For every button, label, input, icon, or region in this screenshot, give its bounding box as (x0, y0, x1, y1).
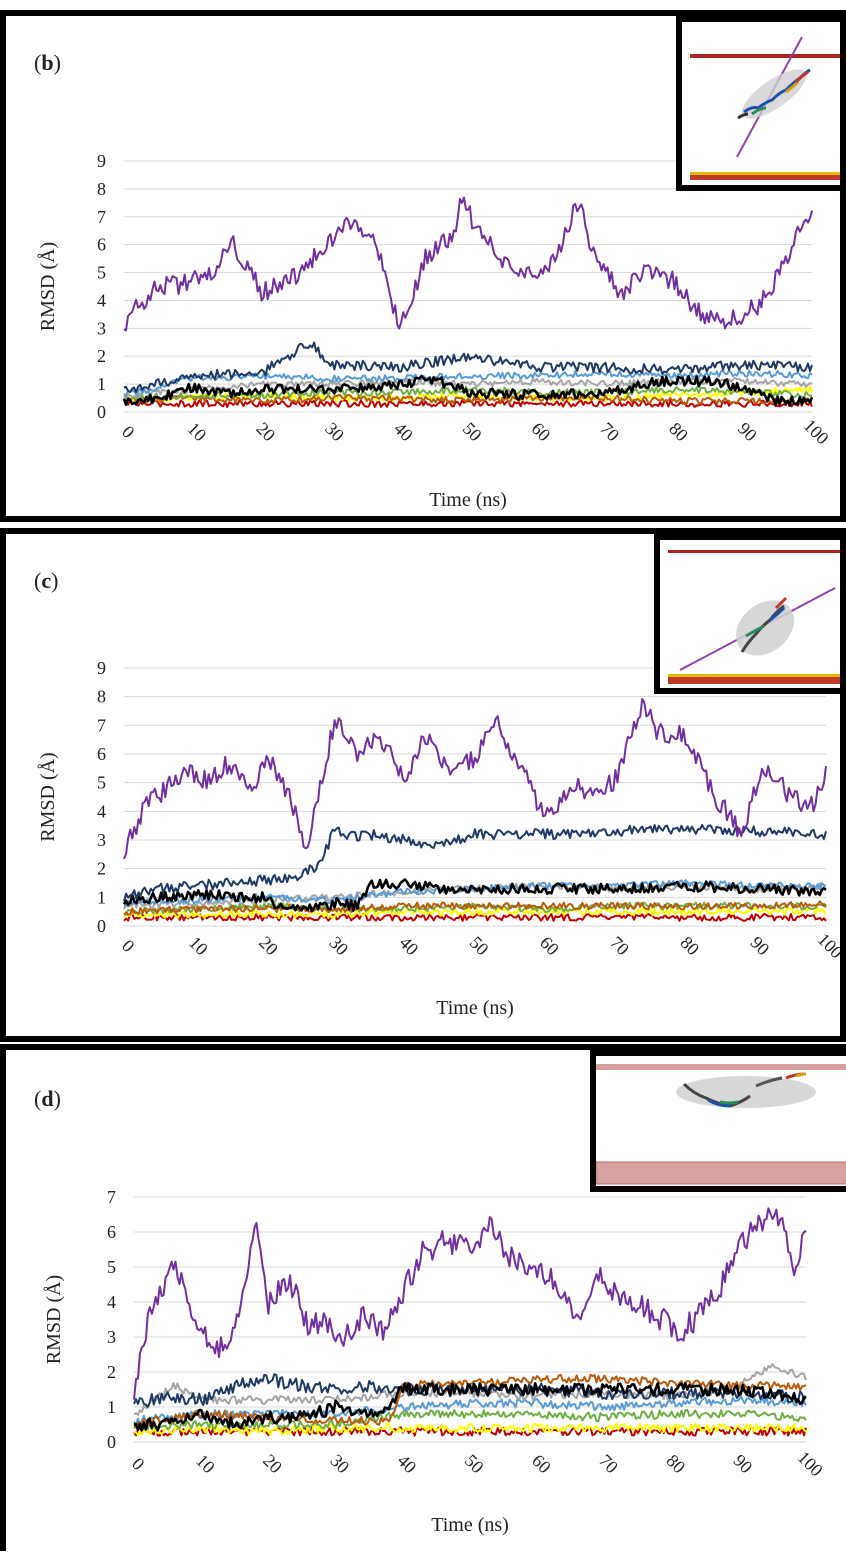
y-tick-label: 6 (107, 1222, 116, 1242)
x-tick-label: 90 (747, 932, 774, 959)
x-tick-label: 40 (390, 418, 417, 445)
x-tick-label: 70 (596, 418, 623, 445)
rmsd-panel-c: (c) 0 1 2 3 4 5 6 7 8 9 0 10 20 30 40 50 60 70 80 90 100 RMSD… (0, 528, 846, 1042)
x-tick-label: 60 (536, 932, 563, 959)
x-tick-label: 0 (128, 1454, 149, 1475)
y-tick-label: 6 (97, 744, 106, 764)
x-tick-label: 0 (118, 936, 139, 957)
y-tick-label: 0 (97, 916, 106, 936)
series-line (123, 907, 827, 919)
y-tick-label: 8 (97, 687, 106, 707)
x-tick-label: 10 (184, 418, 211, 445)
x-tick-label: 60 (528, 418, 555, 445)
series-line (124, 399, 813, 408)
y-tick-label: 9 (97, 151, 106, 171)
y-tick-label: 2 (97, 859, 106, 879)
protein-orientation-inset-c (654, 534, 846, 694)
series-line (122, 878, 827, 913)
x-tick-label: 80 (662, 1450, 689, 1477)
protein-orientation-inset-b (676, 16, 846, 191)
y-tick-label: 5 (97, 773, 106, 793)
x-tick-label: 30 (321, 418, 348, 445)
x-tick-label: 20 (255, 932, 282, 959)
y-tick-label: 1 (97, 887, 106, 907)
x-tick-label: 80 (676, 932, 703, 959)
x-tick-label: 80 (665, 418, 692, 445)
y-tick-label: 2 (97, 346, 106, 366)
x-tick-label: 10 (185, 932, 212, 959)
x-tick-label: 40 (394, 1450, 421, 1477)
y-tick-label: 6 (97, 235, 106, 255)
x-axis-label: Time (ns) (429, 489, 507, 511)
protein-orientation-inset-d (590, 1050, 846, 1192)
series-line (123, 196, 813, 332)
series-line (133, 1207, 807, 1400)
y-tick-label: 1 (107, 1397, 116, 1417)
series-line (133, 1395, 807, 1426)
x-tick-label: 30 (325, 932, 352, 959)
y-tick-label: 4 (97, 801, 106, 821)
y-tick-label: 2 (107, 1362, 116, 1382)
y-tick-label: 3 (97, 830, 106, 850)
y-tick-label: 4 (107, 1292, 116, 1312)
y-axis-label: RMSD (Å) (37, 752, 59, 841)
series-line (123, 913, 827, 922)
y-tick-label: 8 (97, 179, 106, 199)
panel-label: (d) (34, 1086, 61, 1111)
x-tick-label: 30 (326, 1450, 353, 1477)
x-tick-label: 10 (192, 1450, 219, 1477)
series-line (133, 1426, 807, 1437)
y-tick-label: 3 (97, 318, 106, 338)
y-tick-label: 4 (97, 290, 106, 310)
x-tick-label: 0 (118, 422, 139, 443)
x-tick-label: 100 (814, 929, 840, 962)
y-tick-label: 1 (97, 374, 106, 394)
x-tick-label: 90 (734, 418, 761, 445)
y-tick-label: 7 (107, 1187, 116, 1207)
x-tick-label: 20 (252, 418, 279, 445)
y-tick-label: 5 (107, 1257, 116, 1277)
x-tick-label: 100 (800, 415, 833, 448)
y-tick-label: 0 (97, 402, 106, 422)
x-tick-label: 60 (528, 1450, 555, 1477)
rmsd-panel-d: (d) 0 1 2 3 4 5 6 7 0 10 20 30 40 50 60 70 80 90 100 RMSD (… (0, 1044, 846, 1551)
x-axis-label: Time (ns) (431, 1514, 509, 1536)
series-line (123, 900, 827, 916)
series-line (123, 393, 813, 406)
x-tick-label: 40 (396, 932, 423, 959)
x-tick-label: 20 (259, 1450, 286, 1477)
series-line (133, 1422, 807, 1437)
x-tick-label: 50 (459, 418, 486, 445)
rmsd-panel-b: (b) 0 1 2 3 4 5 6 7 8 9 0 10 20 30 40 50 60 70 80 90 100 RMSD… (0, 10, 846, 522)
x-axis-label: Time (ns) (436, 997, 514, 1019)
y-tick-label: 0 (107, 1432, 116, 1452)
series-line (122, 374, 814, 408)
x-tick-label: 50 (466, 932, 493, 959)
y-tick-label: 7 (97, 715, 106, 735)
x-tick-label: 50 (461, 1450, 488, 1477)
y-axis-label: RMSD (Å) (37, 242, 59, 331)
series-line (133, 1373, 807, 1428)
x-tick-label: 70 (606, 932, 633, 959)
series-line (123, 823, 827, 902)
panel-label: (c) (34, 568, 59, 593)
y-tick-label: 9 (97, 658, 106, 678)
y-tick-label: 7 (97, 207, 106, 227)
series-line (123, 698, 827, 860)
x-tick-label: 100 (794, 1447, 827, 1480)
series-line (123, 341, 813, 394)
x-tick-label: 70 (595, 1450, 622, 1477)
panel-label: (b) (34, 50, 61, 75)
series-line (133, 1381, 806, 1432)
y-tick-label: 3 (107, 1327, 116, 1347)
y-tick-label: 5 (97, 263, 106, 283)
y-axis-label: RMSD (Å) (43, 1275, 65, 1364)
x-tick-label: 90 (730, 1450, 757, 1477)
